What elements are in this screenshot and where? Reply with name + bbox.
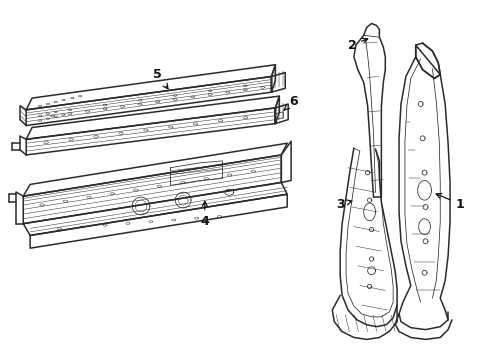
- Text: 3: 3: [336, 198, 352, 211]
- Text: 4: 4: [200, 201, 209, 228]
- Text: 5: 5: [153, 68, 168, 89]
- Text: 1: 1: [436, 194, 464, 211]
- Text: 6: 6: [284, 95, 297, 110]
- Text: 2: 2: [347, 38, 368, 51]
